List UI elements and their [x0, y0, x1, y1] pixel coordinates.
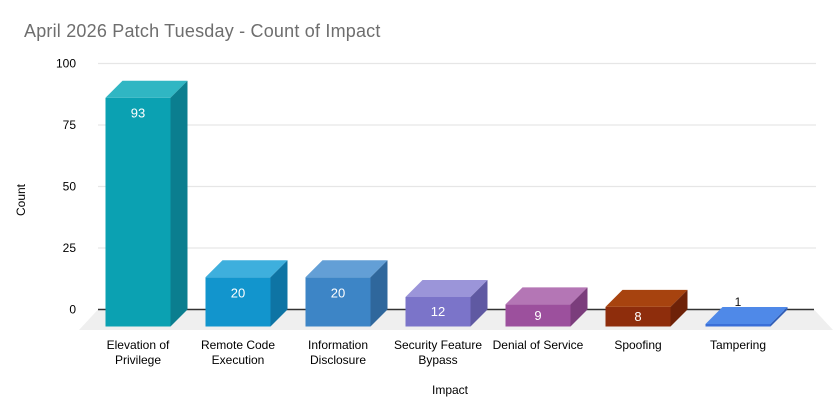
bar-top-face[interactable] [505, 287, 588, 305]
y-tick-label-100: 100 [56, 57, 76, 71]
bar-remote-code-execution[interactable]: 20 [205, 260, 288, 327]
x-tick-label: Execution [212, 353, 265, 367]
bar-denial-of-service[interactable]: 9 [505, 287, 588, 327]
bar-front-face[interactable] [605, 306, 671, 327]
bar-side-face[interactable] [370, 260, 388, 327]
x-tick-label: Security Feature [394, 338, 482, 352]
bar-value-label: 8 [634, 309, 641, 324]
bar-security-feature-bypass[interactable]: 12 [405, 279, 488, 327]
bar-value-label: 9 [534, 308, 541, 323]
x-tick-label: Bypass [418, 353, 457, 367]
gridlines [98, 62, 816, 249]
bar-top-face[interactable] [105, 80, 188, 98]
x-tick-label: Remote Code [201, 338, 275, 352]
bar-elevation-of-privilege[interactable]: 93 [105, 80, 188, 327]
bar-side-face[interactable] [770, 307, 788, 327]
bar-side-face[interactable] [570, 287, 588, 327]
bar-front-face[interactable] [205, 277, 271, 327]
y-tick-label-50: 50 [63, 180, 77, 194]
bar-front-face[interactable] [305, 277, 371, 327]
x-tick-label: Denial of Service [493, 338, 584, 352]
y-tick-label-25: 25 [63, 241, 77, 255]
bar-information-disclosure[interactable]: 20 [305, 260, 388, 327]
bar-side-face[interactable] [270, 260, 288, 327]
x-axis-title: Impact [432, 383, 469, 397]
bar-front-face[interactable] [105, 97, 171, 327]
bar-front-face[interactable] [705, 324, 771, 327]
bar-top-face[interactable] [205, 260, 288, 278]
y-tick-label-0: 0 [69, 303, 76, 317]
bar-top-face[interactable] [305, 260, 388, 278]
x-tick-label: Elevation of [107, 338, 170, 352]
bar-spoofing[interactable]: 8 [605, 289, 688, 327]
bar-side-face[interactable] [670, 289, 688, 327]
x-tick-label: Spoofing [614, 338, 661, 352]
bar-front-face[interactable] [405, 296, 471, 327]
x-tick-label: Disclosure [310, 353, 366, 367]
x-tick-label: Tampering [710, 338, 766, 352]
y-axis-ticks: 0 25 50 75 100 [56, 57, 76, 317]
x-tick-label: Information [308, 338, 368, 352]
bar-tampering[interactable]: 1 [705, 295, 788, 327]
bar-side-face[interactable] [470, 279, 488, 327]
bar-value-label: 20 [331, 285, 345, 300]
bar-side-face[interactable] [170, 80, 188, 327]
x-tick-label: Privilege [115, 353, 161, 367]
chart-title: April 2026 Patch Tuesday - Count of Impa… [24, 21, 381, 41]
bar-top-face[interactable] [705, 307, 788, 325]
bar-front-face[interactable] [505, 304, 571, 327]
bar-value-label: 93 [131, 106, 145, 121]
bar-top-face[interactable] [405, 279, 488, 297]
y-tick-label-75: 75 [63, 118, 77, 132]
bar-top-face[interactable] [605, 289, 688, 307]
y-axis-title: Count [14, 183, 28, 216]
bar-value-label: 20 [231, 285, 245, 300]
bar-value-label: 12 [431, 304, 445, 319]
bar-value-label: 1 [735, 295, 742, 309]
